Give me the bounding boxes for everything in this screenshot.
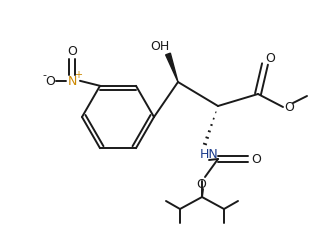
Polygon shape: [166, 54, 178, 83]
Text: O: O: [196, 178, 206, 191]
Text: O: O: [45, 75, 55, 88]
Text: N: N: [67, 75, 77, 88]
Text: HN: HN: [200, 148, 218, 161]
Text: O: O: [284, 101, 294, 114]
Text: O: O: [67, 45, 77, 58]
Text: +: +: [74, 70, 82, 79]
Text: O: O: [251, 153, 261, 166]
Text: -: -: [42, 70, 46, 79]
Text: O: O: [265, 52, 275, 65]
Text: OH: OH: [150, 40, 170, 53]
